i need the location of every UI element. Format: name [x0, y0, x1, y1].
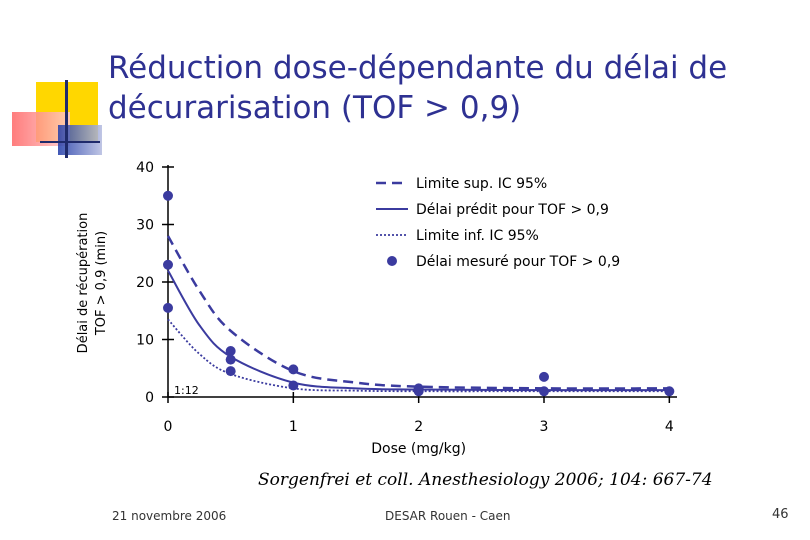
legend-label: Délai mesuré pour TOF > 0,9 [416, 254, 620, 270]
citation: Sorgenfrei et coll. Anesthesiology 2006;… [258, 470, 713, 490]
legend-label: Limite inf. IC 95% [416, 228, 539, 244]
footer-date: 21 novembre 2006 [112, 509, 227, 523]
x-tick-label: 1 [289, 419, 298, 435]
data-point [163, 259, 173, 270]
x-tick-label: 3 [540, 419, 549, 435]
data-point [163, 302, 173, 313]
slide-title-line-2: décurarisation (TOF > 0,9) [108, 90, 522, 126]
y-tick-label: 0 [145, 390, 154, 406]
series-line-solid [167, 270, 670, 392]
data-point [539, 371, 549, 382]
data-point [413, 386, 424, 397]
chart-axes [162, 165, 677, 403]
chart-points [163, 190, 675, 397]
x-tick-label: 4 [665, 419, 674, 435]
legend-label: Délai prédit pour TOF > 0,9 [416, 202, 609, 218]
y-tick-label: 30 [136, 218, 154, 234]
y-tick-label: 40 [136, 160, 154, 176]
legend-symbol-points [387, 256, 397, 266]
data-point [539, 386, 549, 397]
x-tick-label: 2 [414, 419, 423, 435]
slide-title: Réduction dose-dépendante du délai de dé… [108, 48, 798, 128]
chart-legend: Limite sup. IC 95% Délai prédit pour TOF … [376, 176, 620, 270]
footer-center: DESAR Rouen - Caen [385, 509, 511, 523]
y-axis-title-line-2: TOF > 0,9 (min) [94, 231, 109, 336]
data-point [225, 354, 236, 365]
y-tick-label: 20 [136, 275, 154, 291]
x-axis-title: Dose (mg/kg) [371, 441, 466, 457]
page-number: 46 [772, 507, 789, 522]
data-point [225, 366, 236, 377]
data-point [288, 364, 299, 375]
slide-title-line-1: Réduction dose-dépendante du délai de [108, 50, 728, 86]
data-point [288, 380, 299, 391]
series-line-dotted [167, 318, 670, 393]
legend-label: Limite sup. IC 95% [416, 176, 547, 192]
y-tick-label: 10 [136, 333, 154, 349]
chart-labels: 0 10 20 30 40 0 1 2 3 4 Dose (mg/kg) Délai de récup… [76, 160, 674, 457]
data-point [163, 190, 173, 201]
inset-label: 1:12 [174, 384, 199, 397]
deco-vertical-line [65, 80, 68, 158]
data-point [225, 346, 236, 356]
x-tick-label: 0 [164, 419, 173, 435]
data-point [664, 386, 675, 397]
deco-horizontal-line [40, 141, 100, 143]
y-axis-title-line-1: Délai de récupération [76, 213, 91, 354]
